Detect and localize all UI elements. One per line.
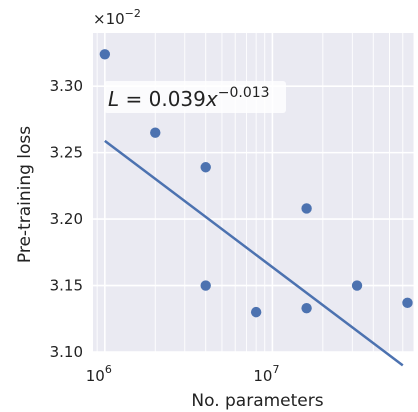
annotation-box bbox=[104, 81, 286, 113]
x-axis-label: No. parameters bbox=[191, 391, 323, 411]
y-tick-label: 3.15 bbox=[50, 277, 83, 295]
data-points bbox=[99, 49, 413, 318]
data-point bbox=[351, 280, 363, 291]
y-tick-label: 3.25 bbox=[50, 144, 83, 162]
fit-line bbox=[104, 139, 404, 367]
data-point bbox=[99, 49, 111, 60]
plot-area bbox=[93, 33, 414, 352]
y-axis-multiplier: ×10−2 bbox=[93, 7, 141, 28]
y-tick-label: 3.20 bbox=[50, 210, 83, 228]
x-tick-label: 107 bbox=[253, 363, 279, 385]
y-axis-label: Pre-training loss bbox=[15, 126, 35, 263]
x-tick-label: 106 bbox=[86, 363, 112, 385]
y-tick-label: 3.10 bbox=[50, 343, 83, 361]
data-point bbox=[301, 203, 312, 214]
y-axis-ticks: 3.10 3.15 3.20 3.25 3.30 bbox=[50, 77, 83, 361]
data-point bbox=[402, 297, 413, 309]
fit-line-group bbox=[104, 139, 404, 367]
data-point bbox=[250, 306, 262, 318]
fit-equation-text: L = 0.039x−0.013 bbox=[108, 85, 270, 111]
data-point bbox=[200, 162, 211, 173]
y-tick-label: 3.30 bbox=[50, 77, 83, 95]
data-point bbox=[200, 280, 211, 291]
data-point bbox=[150, 127, 161, 138]
x-axis-ticks: 106 107 bbox=[86, 363, 280, 385]
data-point bbox=[301, 302, 312, 314]
fit-equation-annotation: L = 0.039x−0.013 bbox=[104, 81, 286, 113]
